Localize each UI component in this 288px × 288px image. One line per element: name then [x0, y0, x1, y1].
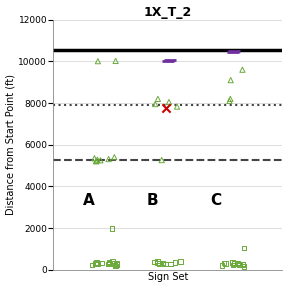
Point: [230, 260, 235, 265]
Point: [90, 263, 94, 267]
Point: [93, 261, 98, 266]
Point: [99, 261, 104, 265]
Point: [242, 264, 246, 269]
Point: [92, 156, 97, 160]
Point: [96, 59, 100, 63]
Point: [155, 260, 160, 265]
Point: [165, 59, 170, 64]
Text: A: A: [82, 194, 94, 209]
Point: [110, 226, 114, 231]
Y-axis label: Distance from Start Point (ft): Distance from Start Point (ft): [5, 74, 16, 215]
Point: [98, 158, 103, 163]
Point: [112, 155, 117, 160]
Point: [173, 260, 178, 265]
Point: [228, 78, 233, 82]
Point: [156, 96, 160, 101]
Point: [110, 259, 115, 263]
Point: [236, 262, 240, 266]
Point: [94, 260, 99, 265]
Point: [113, 59, 118, 63]
Point: [163, 262, 168, 267]
Point: [231, 50, 235, 55]
Point: [168, 58, 172, 62]
Point: [221, 261, 226, 265]
Point: [157, 261, 162, 266]
Title: 1X_T_2: 1X_T_2: [144, 5, 192, 18]
Point: [168, 262, 173, 266]
Point: [178, 259, 183, 264]
Point: [232, 49, 237, 54]
Point: [241, 262, 245, 267]
Point: [161, 261, 165, 265]
Point: [94, 159, 99, 164]
Point: [112, 261, 117, 266]
Point: [95, 157, 100, 162]
Point: [94, 159, 98, 163]
Point: [175, 104, 179, 109]
Point: [107, 261, 111, 266]
Point: [240, 67, 245, 72]
Point: [223, 261, 228, 266]
Point: [242, 245, 246, 250]
Point: [114, 262, 119, 267]
Point: [152, 260, 157, 264]
Point: [155, 259, 160, 264]
Point: [235, 261, 240, 265]
Point: [106, 262, 111, 266]
Point: [114, 264, 118, 268]
Point: [164, 105, 168, 110]
Point: [227, 99, 232, 103]
Point: [95, 262, 100, 266]
Point: [240, 262, 245, 266]
Point: [160, 158, 164, 162]
Point: [228, 96, 233, 101]
Point: [106, 157, 111, 161]
Point: [231, 263, 236, 267]
Point: [232, 261, 237, 266]
Point: [167, 100, 171, 104]
Text: C: C: [210, 194, 221, 209]
Point: [107, 259, 111, 264]
Point: [153, 102, 158, 106]
X-axis label: Sign Set: Sign Set: [148, 272, 188, 283]
Point: [220, 263, 225, 268]
Text: B: B: [146, 194, 158, 209]
Point: [237, 263, 242, 267]
Point: [114, 260, 119, 265]
Point: [113, 263, 117, 268]
